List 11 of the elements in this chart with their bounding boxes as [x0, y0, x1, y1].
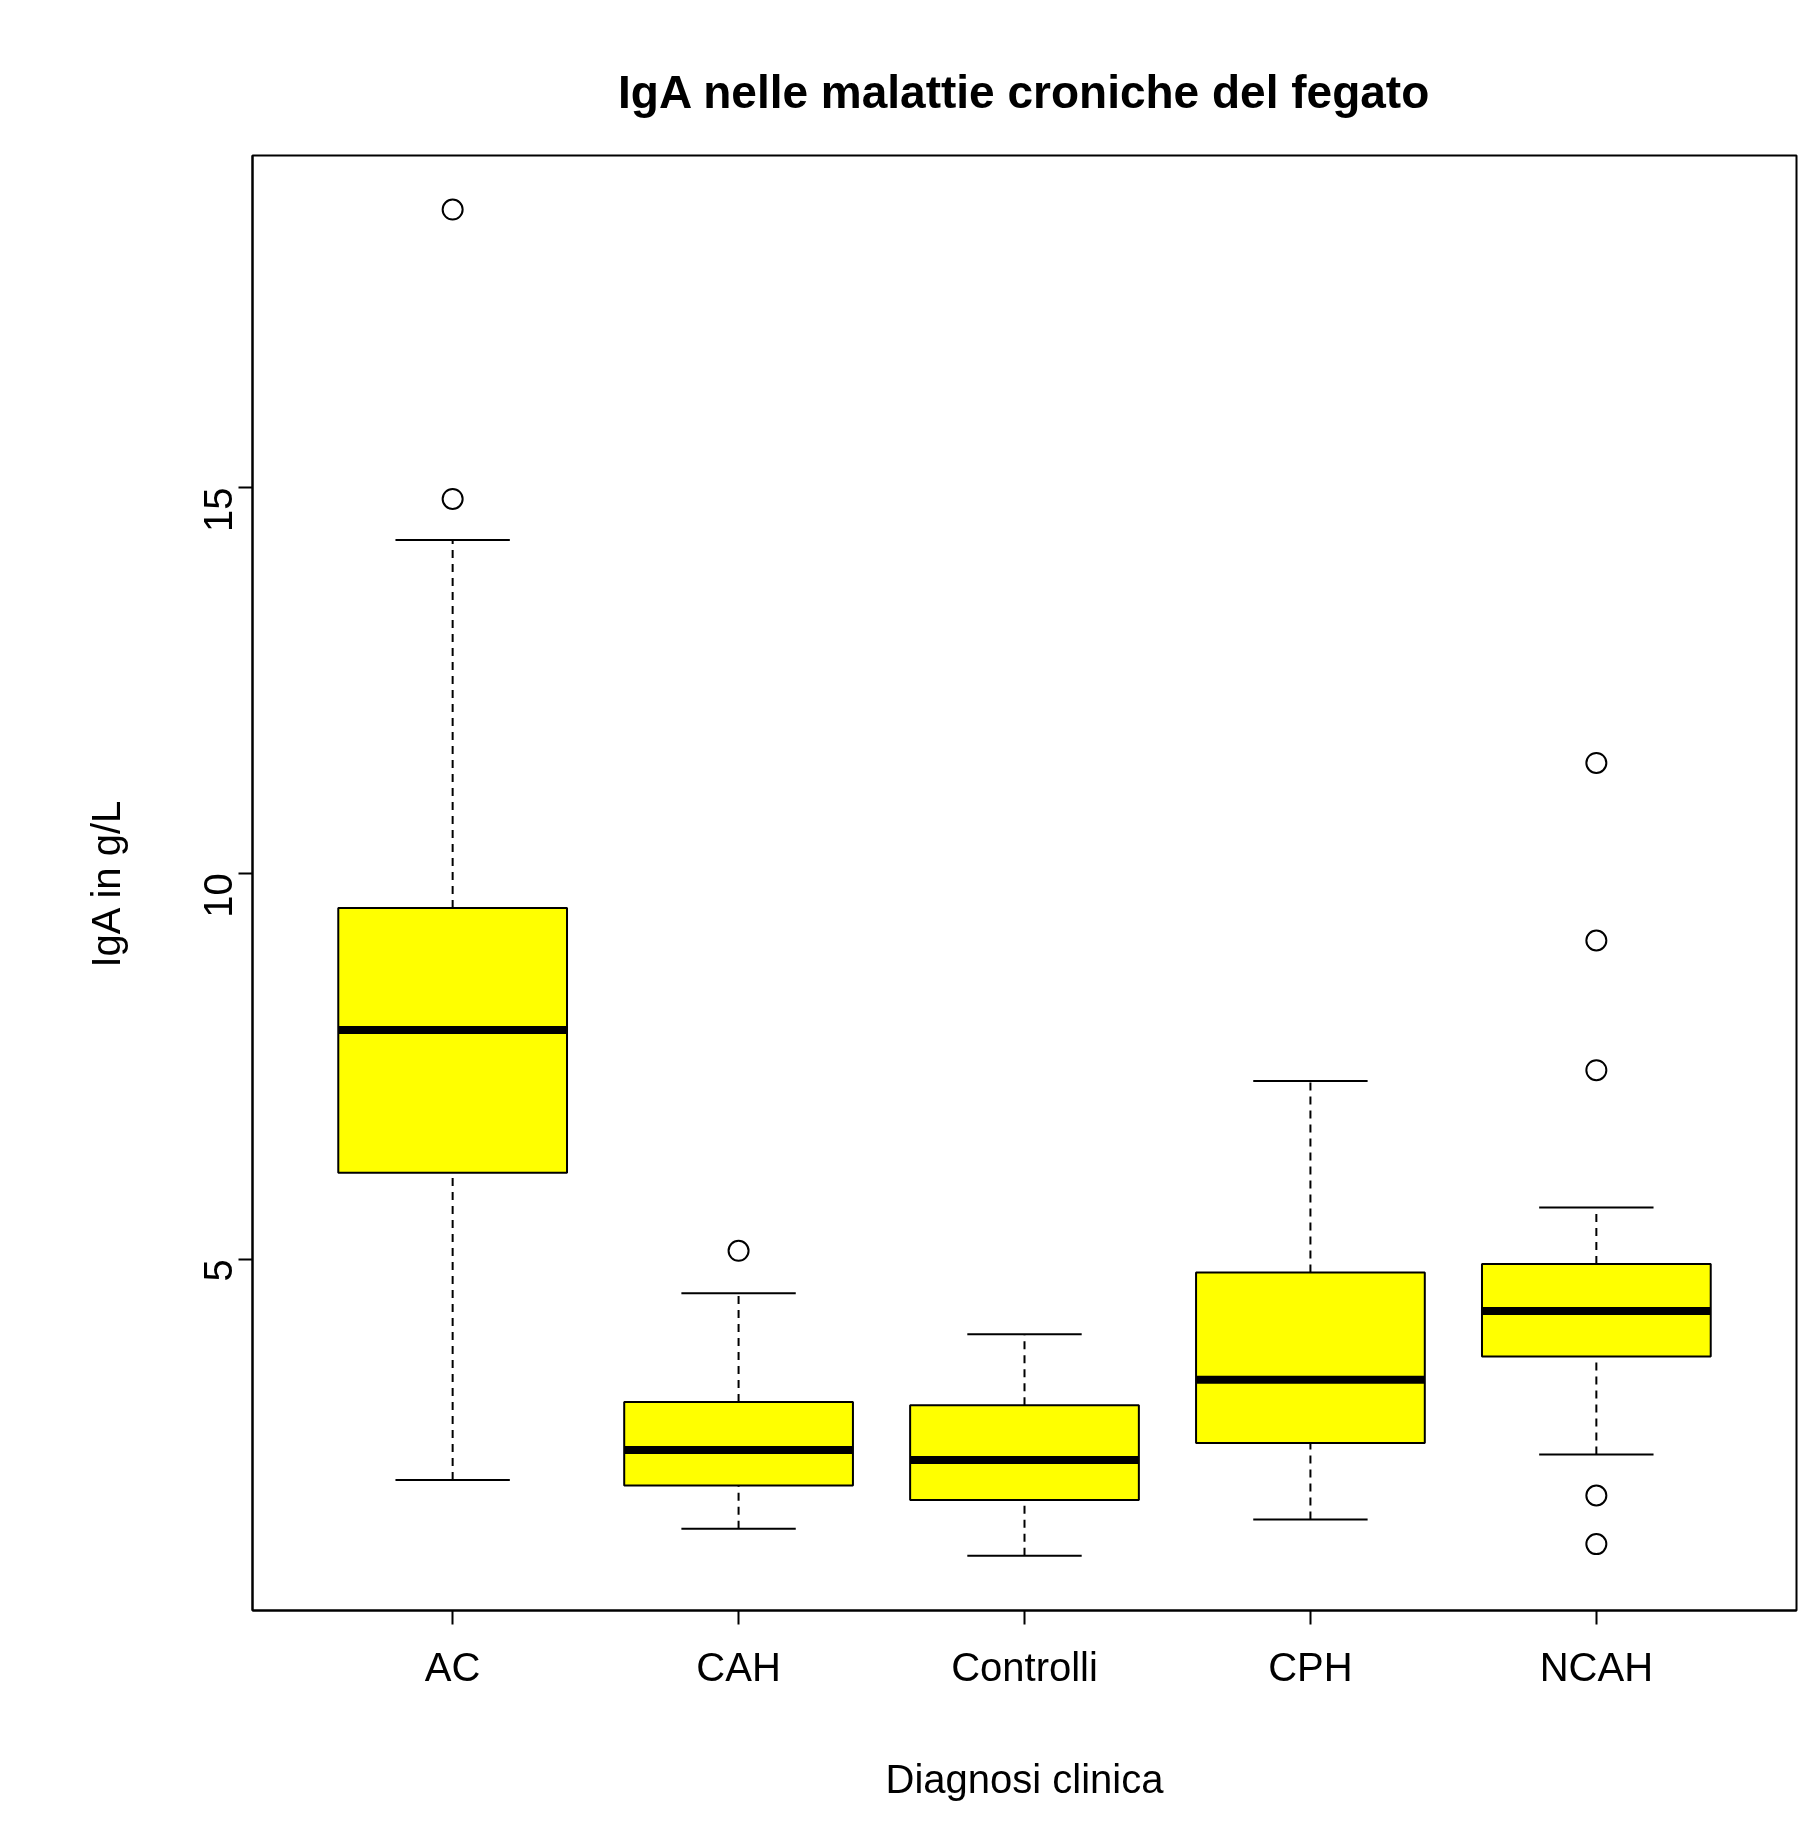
x-tick-label: CAH: [696, 1644, 781, 1689]
x-tick-label: NCAH: [1539, 1644, 1654, 1689]
y-tick-label: 15: [196, 487, 241, 532]
x-tick-label: AC: [424, 1644, 481, 1689]
y-tick-label: 10: [196, 873, 241, 918]
x-tick-label: CPH: [1268, 1644, 1353, 1689]
y-tick-label: 5: [196, 1259, 241, 1282]
chart-title: IgA nelle malattie croniche del fegato: [618, 66, 1430, 118]
x-tick-label: Controlli: [951, 1644, 1098, 1689]
x-axis-title: Diagnosi clinica: [885, 1756, 1165, 1801]
y-axis-title: IgA in g/L: [83, 800, 128, 968]
